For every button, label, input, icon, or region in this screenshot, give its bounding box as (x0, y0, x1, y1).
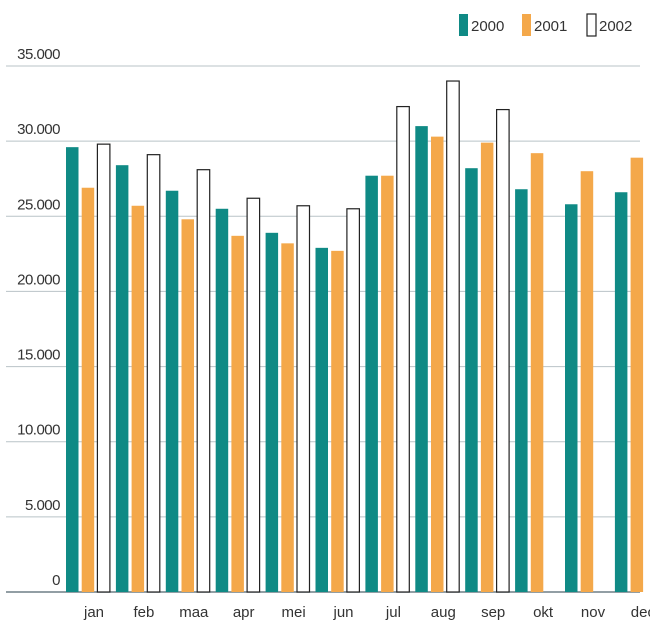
x-category-label: okt (533, 604, 554, 621)
y-tick-label: 15.000 (17, 347, 60, 364)
bars (66, 80, 644, 593)
y-tick-label: 25.000 (17, 196, 60, 213)
y-tick-label: 30.000 (17, 121, 60, 138)
legend: 2000 2001 2002 (459, 13, 632, 37)
bar-2000-okt (515, 189, 528, 592)
x-category-label: aug (431, 604, 456, 621)
bar-2000-mei (265, 232, 279, 592)
bar-2001-mei (281, 243, 294, 592)
x-category-label: nov (581, 604, 606, 621)
y-tick-label: 20.000 (17, 271, 60, 288)
x-category-label: apr (233, 604, 255, 621)
bar-2001-jul (381, 175, 394, 593)
bar-2001-okt (530, 153, 544, 592)
y-tick-label: 0 (52, 572, 60, 589)
legend-swatch-2001 (522, 14, 531, 36)
bar-2001-dec (630, 157, 644, 592)
bar-2001-aug (431, 136, 444, 593)
bar-2002-feb (146, 154, 161, 593)
x-category-label: sep (481, 604, 505, 621)
x-category-label: jul (385, 604, 401, 621)
x-category-label: jun (332, 604, 353, 621)
bar-2001-maa (181, 219, 194, 592)
bar-2001-nov (580, 171, 594, 592)
bar-2000-aug (415, 126, 428, 592)
bar-2002-aug (446, 80, 460, 593)
bar-2000-jan (66, 147, 79, 592)
bar-2001-feb (131, 205, 145, 592)
bar-2000-nov (565, 204, 578, 592)
legend-label-2001: 2001 (534, 18, 567, 35)
y-tick-label: 5.000 (25, 497, 60, 514)
legend-swatch-2000 (459, 14, 468, 36)
bar-2002-sep (496, 108, 510, 593)
x-category-label: jan (83, 604, 104, 621)
legend-label-2002: 2002 (599, 18, 632, 35)
bar-2000-dec (614, 192, 628, 593)
bar-2000-sep (465, 168, 478, 593)
bar-2000-jun (315, 247, 328, 593)
bar-2002-jul (396, 105, 410, 593)
bar-2001-jan (81, 187, 95, 592)
bar-2002-maa (196, 169, 211, 593)
x-category-label: feb (133, 604, 154, 621)
bar-2002-jun (346, 208, 360, 593)
y-axis-tick-labels: 0 5.000 10.000 15.000 20.000 25.000 30.000 35.0… (17, 46, 61, 589)
bar-2000-apr (215, 208, 229, 592)
bar-2001-sep (480, 142, 494, 592)
y-tick-label: 10.000 (17, 422, 60, 439)
bar-2000-maa (165, 190, 179, 593)
bar-2000-jul (365, 175, 378, 593)
x-axis-category-labels: jan feb maa apr mei jun jul aug sep okt nov dec (83, 604, 650, 621)
bar-2002-jan (96, 143, 111, 593)
bar-2002-mei (296, 205, 311, 593)
bar-2001-jun (331, 250, 344, 592)
bar-2002-apr (246, 197, 261, 593)
y-tick-label: 35.000 (17, 46, 60, 63)
legend-swatch-2002 (586, 13, 597, 37)
x-category-label: mei (282, 604, 306, 621)
bar-2000-feb (115, 165, 129, 592)
x-category-label: dec (631, 604, 650, 621)
bar-2001-apr (231, 235, 244, 592)
legend-label-2000: 2000 (471, 18, 504, 35)
x-category-label: maa (179, 604, 209, 621)
